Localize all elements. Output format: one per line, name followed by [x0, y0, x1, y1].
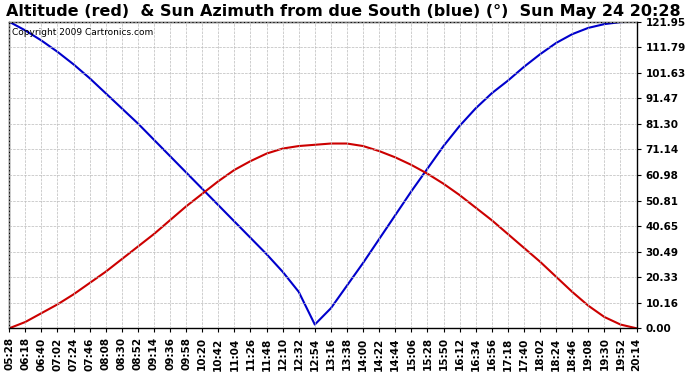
Title: Sun Altitude (red)  & Sun Azimuth from due South (blue) (°)  Sun May 24 20:28: Sun Altitude (red) & Sun Azimuth from du… [0, 4, 680, 19]
Text: Copyright 2009 Cartronics.com: Copyright 2009 Cartronics.com [12, 28, 154, 37]
